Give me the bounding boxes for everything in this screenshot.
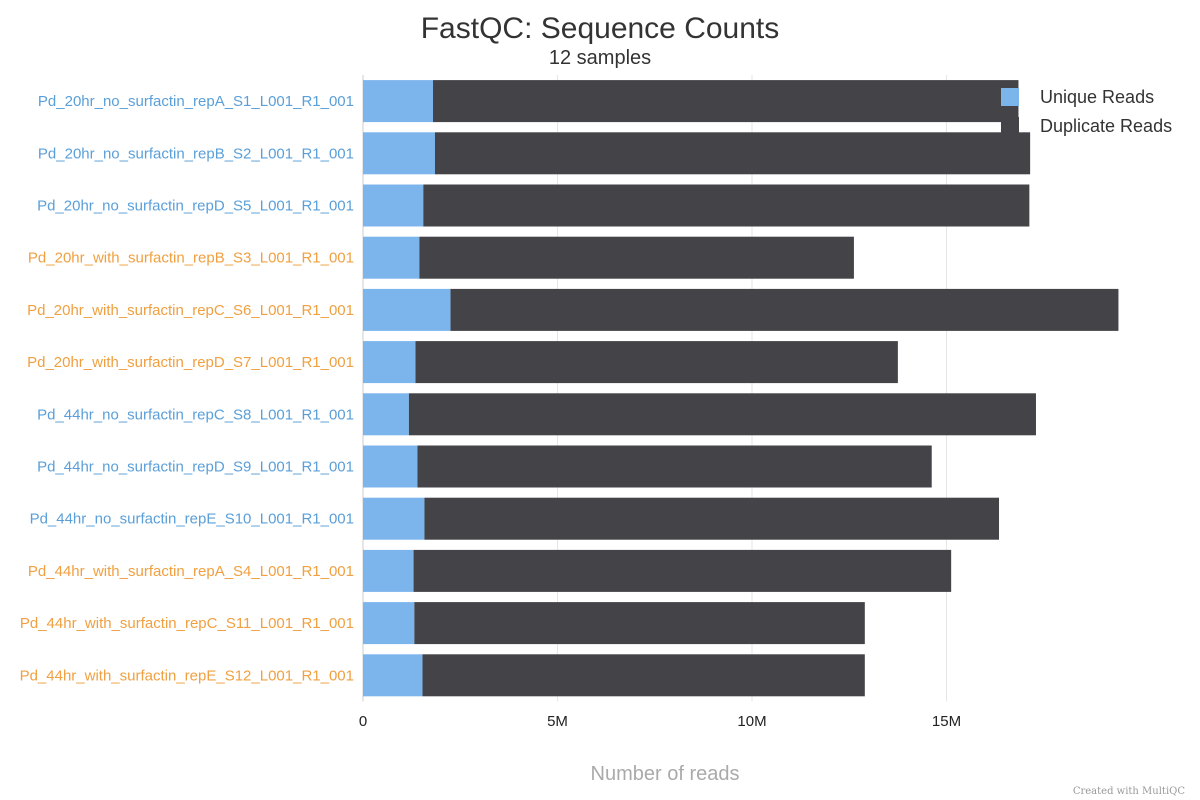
x-tick-label: 15M — [932, 713, 961, 730]
category-label: Pd_20hr_with_surfactin_repC_S6_L001_R1_0… — [27, 302, 354, 319]
bar-unique-9[interactable] — [363, 497, 425, 540]
x-tick-label: 10M — [737, 713, 766, 730]
bar-duplicate-7[interactable] — [408, 393, 1036, 436]
legend-label[interactable]: Duplicate Reads — [1040, 116, 1172, 136]
credit-text: Created with MultiQC — [1073, 786, 1186, 797]
bar-unique-12[interactable] — [363, 654, 423, 697]
bar-duplicate-9[interactable] — [424, 497, 1000, 540]
category-label: Pd_44hr_with_surfactin_repC_S11_L001_R1_… — [20, 615, 354, 632]
legend-label[interactable]: Unique Reads — [1040, 87, 1154, 107]
bar-unique-2[interactable] — [363, 132, 435, 175]
bar-unique-4[interactable] — [363, 236, 420, 279]
category-label: Pd_20hr_with_surfactin_repD_S7_L001_R1_0… — [27, 354, 354, 371]
bar-duplicate-10[interactable] — [413, 549, 952, 592]
category-label: Pd_20hr_no_surfactin_repD_S5_L001_R1_001 — [37, 198, 354, 215]
category-label: Pd_44hr_no_surfactin_repE_S10_L001_R1_00… — [30, 511, 354, 528]
bars — [363, 80, 1119, 697]
category-label: Pd_44hr_no_surfactin_repC_S8_L001_R1_001 — [37, 406, 354, 423]
category-label: Pd_44hr_no_surfactin_repD_S9_L001_R1_001 — [37, 459, 354, 476]
bar-unique-3[interactable] — [363, 184, 424, 227]
bar-duplicate-12[interactable] — [422, 654, 865, 697]
legend-swatch[interactable] — [1001, 117, 1019, 135]
x-tick-label: 0 — [359, 713, 367, 730]
bar-unique-6[interactable] — [363, 341, 416, 384]
bar-unique-1[interactable] — [363, 80, 434, 123]
bar-duplicate-3[interactable] — [423, 184, 1030, 227]
bar-duplicate-8[interactable] — [417, 445, 932, 488]
bar-duplicate-2[interactable] — [434, 132, 1031, 175]
bar-unique-8[interactable] — [363, 445, 418, 488]
bar-duplicate-11[interactable] — [414, 602, 865, 645]
bar-unique-10[interactable] — [363, 549, 414, 592]
gridlines — [362, 75, 947, 702]
category-labels: Pd_20hr_no_surfactin_repA_S1_L001_R1_001… — [20, 93, 354, 684]
bar-duplicate-1[interactable] — [433, 80, 1019, 123]
legend[interactable]: Unique Reads Duplicate Reads — [1001, 87, 1172, 136]
x-axis-title: Number of reads — [591, 763, 740, 785]
category-label: Pd_20hr_no_surfactin_repB_S2_L001_R1_001 — [38, 145, 354, 162]
category-label: Pd_20hr_with_surfactin_repB_S3_L001_R1_0… — [28, 250, 354, 267]
x-axis-ticks: 0 5M 10M 15M — [359, 713, 961, 730]
bar-unique-5[interactable] — [363, 288, 451, 331]
bar-duplicate-4[interactable] — [419, 236, 854, 279]
legend-swatch[interactable] — [1001, 88, 1019, 106]
category-label: Pd_44hr_with_surfactin_repE_S12_L001_R1_… — [20, 667, 354, 684]
chart-title: FastQC: Sequence Counts — [421, 12, 780, 45]
category-label: Pd_20hr_no_surfactin_repA_S1_L001_R1_001 — [38, 93, 354, 110]
category-label: Pd_44hr_with_surfactin_repA_S4_L001_R1_0… — [28, 563, 354, 580]
bar-unique-7[interactable] — [363, 393, 409, 436]
x-tick-label: 5M — [547, 713, 568, 730]
bar-duplicate-6[interactable] — [415, 341, 898, 384]
chart-subtitle: 12 samples — [549, 47, 651, 69]
bar-duplicate-5[interactable] — [450, 288, 1119, 331]
bar-unique-11[interactable] — [363, 602, 415, 645]
